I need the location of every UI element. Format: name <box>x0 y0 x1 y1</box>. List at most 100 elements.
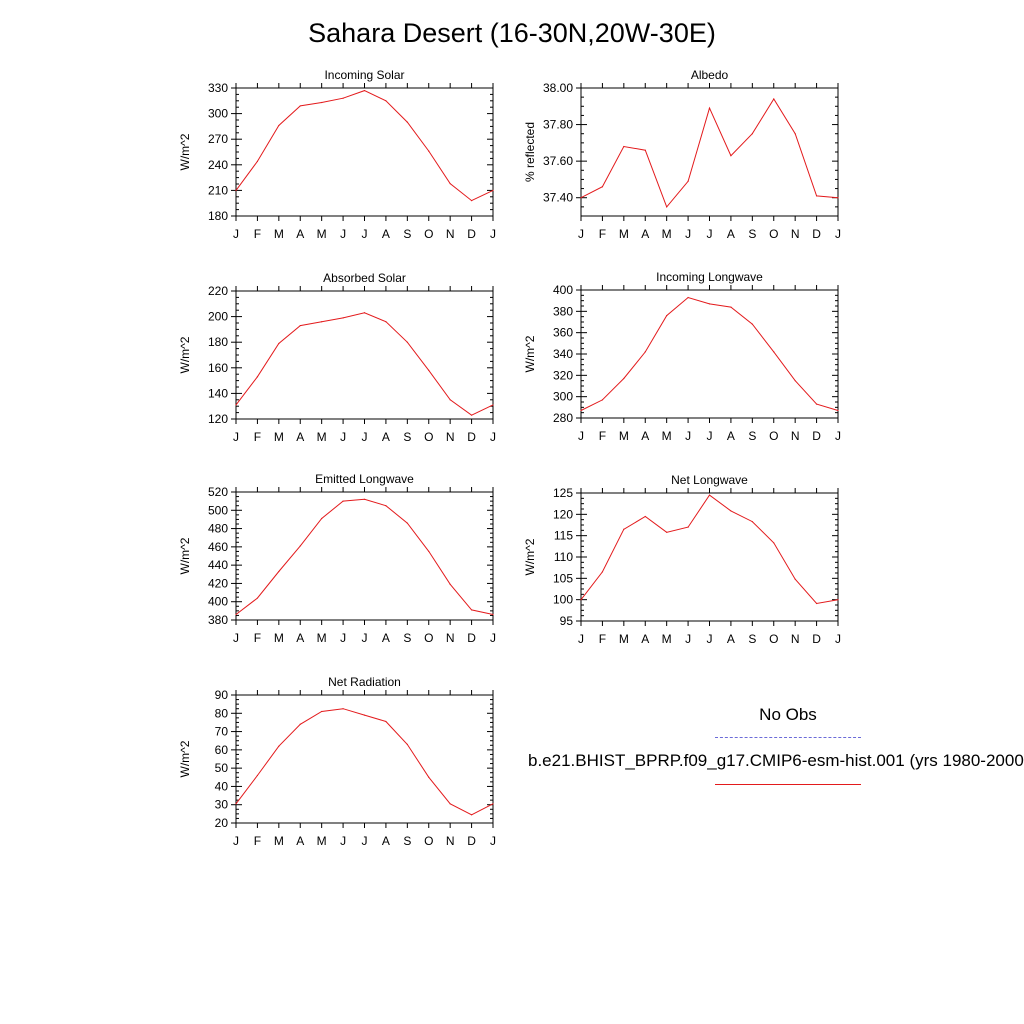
data-point <box>235 803 237 805</box>
y-tick-label: 60 <box>215 743 229 757</box>
data-point <box>751 520 753 523</box>
x-tick-label: J <box>233 631 239 645</box>
x-tick-label: O <box>424 631 433 645</box>
data-point <box>342 708 344 710</box>
y-tick-label: 330 <box>208 81 228 95</box>
x-tick-label: M <box>619 429 629 443</box>
panel-title: Incoming Solar <box>324 68 404 82</box>
legend-obs-label: No Obs <box>759 705 817 724</box>
data-point <box>580 599 582 601</box>
y-tick-label: 200 <box>208 310 228 324</box>
data-point <box>470 609 473 611</box>
data-point <box>773 98 775 100</box>
x-tick-label: M <box>274 430 284 444</box>
x-tick-label: M <box>317 430 327 444</box>
y-tick-label: 38.00 <box>543 81 573 95</box>
y-tick-label: 20 <box>215 816 229 830</box>
x-tick-label: J <box>233 834 239 848</box>
x-tick-label: J <box>578 429 584 443</box>
x-tick-label: N <box>446 227 455 241</box>
y-tick-label: 50 <box>215 761 229 775</box>
x-tick-label: M <box>274 834 284 848</box>
series-line <box>580 494 839 605</box>
data-point <box>580 409 582 412</box>
data-point <box>730 155 732 157</box>
x-tick-label: A <box>727 429 735 443</box>
y-tick-label: 90 <box>215 688 229 702</box>
y-tick-label: 125 <box>553 486 573 500</box>
series-line <box>580 98 839 208</box>
x-tick-label: J <box>340 227 346 241</box>
y-axis-label: W/m^2 <box>178 740 192 777</box>
data-point <box>363 89 366 92</box>
x-tick-label: O <box>769 429 778 443</box>
y-tick-label: 140 <box>208 386 228 400</box>
y-tick-label: 37.60 <box>543 154 573 168</box>
x-tick-label: J <box>490 430 496 444</box>
data-point <box>428 369 430 371</box>
data-point <box>773 542 775 544</box>
x-tick-label: J <box>490 631 496 645</box>
panel-5: Emitted Longwave W/m^2 380 400 420 440 460 480 5… <box>178 472 496 645</box>
data-point <box>321 101 323 104</box>
y-tick-label: 440 <box>208 558 228 572</box>
data-point <box>492 803 494 805</box>
data-point <box>492 189 494 191</box>
x-tick-label: A <box>296 430 304 444</box>
data-point <box>708 107 711 109</box>
y-tick-label: 95 <box>560 614 574 628</box>
data-point <box>449 583 451 585</box>
x-tick-label: A <box>296 631 304 645</box>
data-point <box>235 189 237 191</box>
data-point <box>601 186 604 188</box>
x-tick-label: S <box>403 834 411 848</box>
x-tick-label: J <box>835 227 841 241</box>
panel-title: Incoming Longwave <box>656 270 763 284</box>
x-tick-label: M <box>317 227 327 241</box>
y-tick-label: 37.40 <box>543 191 573 205</box>
x-tick-label: A <box>641 632 649 646</box>
data-point <box>235 404 237 406</box>
x-tick-label: A <box>382 834 390 848</box>
data-point <box>385 720 387 723</box>
y-tick-label: 380 <box>553 304 573 318</box>
data-point <box>321 517 323 520</box>
data-point <box>363 312 366 314</box>
y-tick-label: 400 <box>208 595 228 609</box>
data-point <box>385 505 387 507</box>
y-tick-label: 380 <box>208 613 228 627</box>
x-tick-label: N <box>446 834 455 848</box>
data-point <box>428 150 430 152</box>
data-point <box>470 414 473 416</box>
x-tick-label: S <box>403 227 411 241</box>
data-point <box>406 341 408 343</box>
panel-title: Net Radiation <box>328 675 401 689</box>
data-point <box>449 803 451 805</box>
data-point <box>256 160 259 162</box>
x-tick-label: F <box>599 632 606 646</box>
x-tick-label: J <box>233 227 239 241</box>
data-point <box>449 399 451 401</box>
x-tick-label: J <box>233 430 239 444</box>
y-tick-label: 420 <box>208 576 228 590</box>
data-point <box>708 303 711 305</box>
x-tick-label: D <box>467 631 476 645</box>
y-tick-label: 120 <box>208 412 228 426</box>
x-tick-label: N <box>791 429 800 443</box>
data-point <box>278 124 280 127</box>
x-tick-label: O <box>424 834 433 848</box>
data-point <box>385 100 387 102</box>
y-tick-label: 400 <box>553 283 573 297</box>
data-point <box>794 133 796 135</box>
data-point <box>299 105 301 107</box>
x-tick-label: J <box>362 631 368 645</box>
x-tick-label: D <box>467 227 476 241</box>
panel-title: Net Longwave <box>671 473 748 487</box>
x-tick-label: O <box>769 227 778 241</box>
data-point <box>385 321 387 323</box>
data-point <box>278 342 280 345</box>
